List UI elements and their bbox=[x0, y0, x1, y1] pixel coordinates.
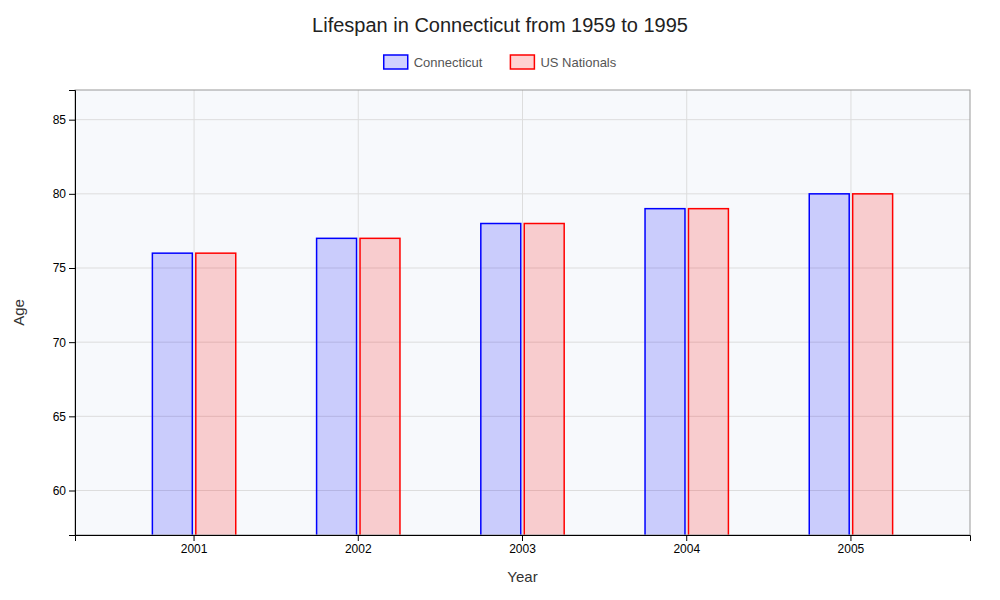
tick-label: 2001 bbox=[181, 542, 208, 556]
tick-label: 2003 bbox=[509, 542, 536, 556]
bar-series bbox=[196, 194, 893, 535]
y-axis-title: Age bbox=[10, 299, 27, 326]
legend-label: Connecticut bbox=[414, 55, 483, 70]
grid-line bbox=[850, 90, 851, 535]
tick-label: 2005 bbox=[838, 542, 865, 556]
axis-line bbox=[69, 91, 76, 536]
plot-frame bbox=[75, 90, 970, 535]
tick: 85 bbox=[53, 113, 75, 127]
tick: 65 bbox=[53, 410, 75, 424]
tick-label: 2004 bbox=[673, 542, 700, 556]
x-axis: 2001 2002 2003 2004 2005 bbox=[76, 535, 971, 556]
tick: 2003 bbox=[509, 535, 536, 556]
bar bbox=[152, 253, 192, 535]
title: Lifespan in Connecticut from 1959 to 199… bbox=[312, 14, 688, 36]
tick: 2005 bbox=[838, 535, 865, 556]
tick-label: 60 bbox=[53, 484, 67, 498]
tick-label: 75 bbox=[53, 261, 67, 275]
tick-mark bbox=[194, 535, 195, 541]
tick-mark bbox=[69, 342, 75, 343]
legend: Connecticut US Nationals bbox=[384, 55, 617, 70]
bar bbox=[360, 238, 400, 535]
tick: 2002 bbox=[345, 535, 372, 556]
tick-mark bbox=[69, 194, 75, 195]
y-axis: 60 65 70 75 80 85 bbox=[53, 91, 76, 536]
tick-label: 2002 bbox=[345, 542, 372, 556]
bar-series bbox=[152, 194, 849, 535]
legend-swatch bbox=[384, 55, 408, 69]
bar bbox=[481, 224, 521, 536]
tick: 80 bbox=[53, 187, 75, 201]
grid-line bbox=[194, 90, 195, 535]
tick-mark bbox=[69, 268, 75, 269]
bar bbox=[853, 194, 893, 535]
tick-label: 80 bbox=[53, 187, 67, 201]
tick-mark bbox=[850, 535, 851, 541]
grid-line bbox=[522, 90, 523, 535]
bar bbox=[524, 224, 564, 536]
tick-label: 85 bbox=[53, 113, 67, 127]
legend-label: US Nationals bbox=[540, 55, 616, 70]
tick-mark bbox=[69, 491, 75, 492]
tick: 60 bbox=[53, 484, 75, 498]
axis-line bbox=[76, 536, 971, 542]
tick-mark bbox=[69, 416, 75, 417]
bar bbox=[645, 209, 685, 535]
tick-mark bbox=[69, 120, 75, 121]
bars bbox=[152, 194, 892, 535]
grid-line bbox=[358, 90, 359, 535]
tick: 2001 bbox=[181, 535, 208, 556]
plot: 60 65 70 75 80 85 2001 2002 2003 2004 2005 bbox=[53, 90, 971, 600]
bar bbox=[317, 238, 357, 535]
tick: 75 bbox=[53, 261, 75, 275]
tick-mark bbox=[522, 535, 523, 541]
bar bbox=[809, 194, 849, 535]
tick-label: 65 bbox=[53, 410, 67, 424]
legend-swatch bbox=[510, 55, 534, 69]
legend-item: US Nationals bbox=[510, 55, 616, 70]
tick-mark bbox=[686, 535, 687, 541]
bar bbox=[688, 209, 728, 535]
tick-mark bbox=[358, 535, 359, 541]
tick: 2004 bbox=[673, 535, 700, 556]
tick: 70 bbox=[53, 336, 75, 350]
bar bbox=[196, 253, 236, 535]
chart: 60 65 70 75 80 85 2001 2002 2003 2004 2005 Lifespan… bbox=[0, 0, 1000, 600]
x-axis-title: Year bbox=[507, 568, 537, 585]
legend-item: Connecticut bbox=[384, 55, 483, 70]
tick-label: 70 bbox=[53, 336, 67, 350]
grid-line bbox=[686, 90, 687, 535]
